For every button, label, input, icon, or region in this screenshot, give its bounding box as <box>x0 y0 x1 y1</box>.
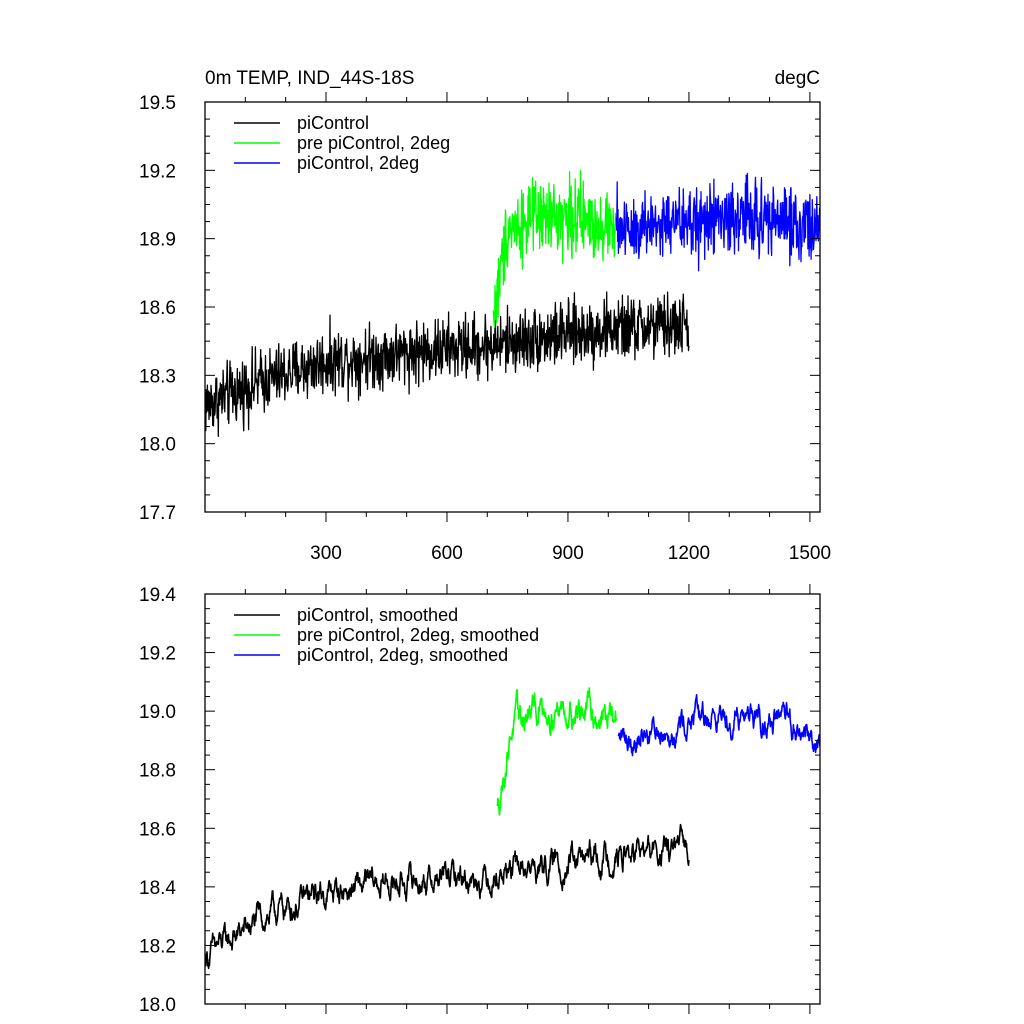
y-tick-label: 19.2 <box>139 644 176 665</box>
y-tick-label: 18.9 <box>139 230 176 251</box>
y-tick-label: 18.2 <box>139 936 176 957</box>
series-group <box>205 169 820 438</box>
title-left: 0m TEMP, IND_44S-18S <box>205 68 414 89</box>
legend-label: piControl, smoothed <box>297 605 458 625</box>
series-line-picontrol-2deg <box>615 172 820 272</box>
y-tick-label: 18.3 <box>139 366 176 387</box>
y-tick-label: 18.6 <box>139 298 176 319</box>
y-tick-label: 19.0 <box>139 702 176 723</box>
x-tick-label: 600 <box>431 543 463 564</box>
series-line-picontrol-2deg-smoothed <box>617 694 820 757</box>
legend-label: piControl, 2deg <box>297 153 419 173</box>
title-right: degC <box>775 68 820 89</box>
series-line-pre-picontrol-2deg <box>492 169 617 329</box>
legend-label: piControl, 2deg, smoothed <box>297 645 508 665</box>
legend-label: piControl <box>297 113 369 133</box>
y-tick-label: 19.4 <box>139 585 176 606</box>
y-tick-label: 19.5 <box>139 93 176 114</box>
x-tick-label: 900 <box>552 543 584 564</box>
series-line-picontrol-smoothed <box>205 823 690 970</box>
series-line-picontrol <box>205 291 690 438</box>
y-tick-label: 18.8 <box>139 761 176 782</box>
series-group <box>205 687 820 970</box>
series-line-pre-picontrol-2deg-smoothed <box>496 687 618 816</box>
y-tick-label: 17.7 <box>139 503 176 524</box>
y-tick-label: 18.4 <box>139 878 176 899</box>
y-tick-label: 19.2 <box>139 161 176 182</box>
x-tick-label: 300 <box>310 543 342 564</box>
top-panel: 17.7 18.0 18.3 18.6 18.9 19.2 19.5 300 600 900 120… <box>139 68 831 564</box>
x-tick-label: 1200 <box>668 543 710 564</box>
y-tick-label: 18.0 <box>139 435 176 456</box>
legend-label: pre piControl, 2deg <box>297 133 450 153</box>
x-tick-label: 1500 <box>789 543 831 564</box>
legend-label: pre piControl, 2deg, smoothed <box>297 625 539 645</box>
bottom-panel: 18.0 18.2 18.4 18.6 18.8 19.0 19.2 19.4 piContro… <box>139 584 821 1016</box>
y-tick-label: 18.6 <box>139 819 176 840</box>
y-tick-label: 18.0 <box>139 995 176 1016</box>
